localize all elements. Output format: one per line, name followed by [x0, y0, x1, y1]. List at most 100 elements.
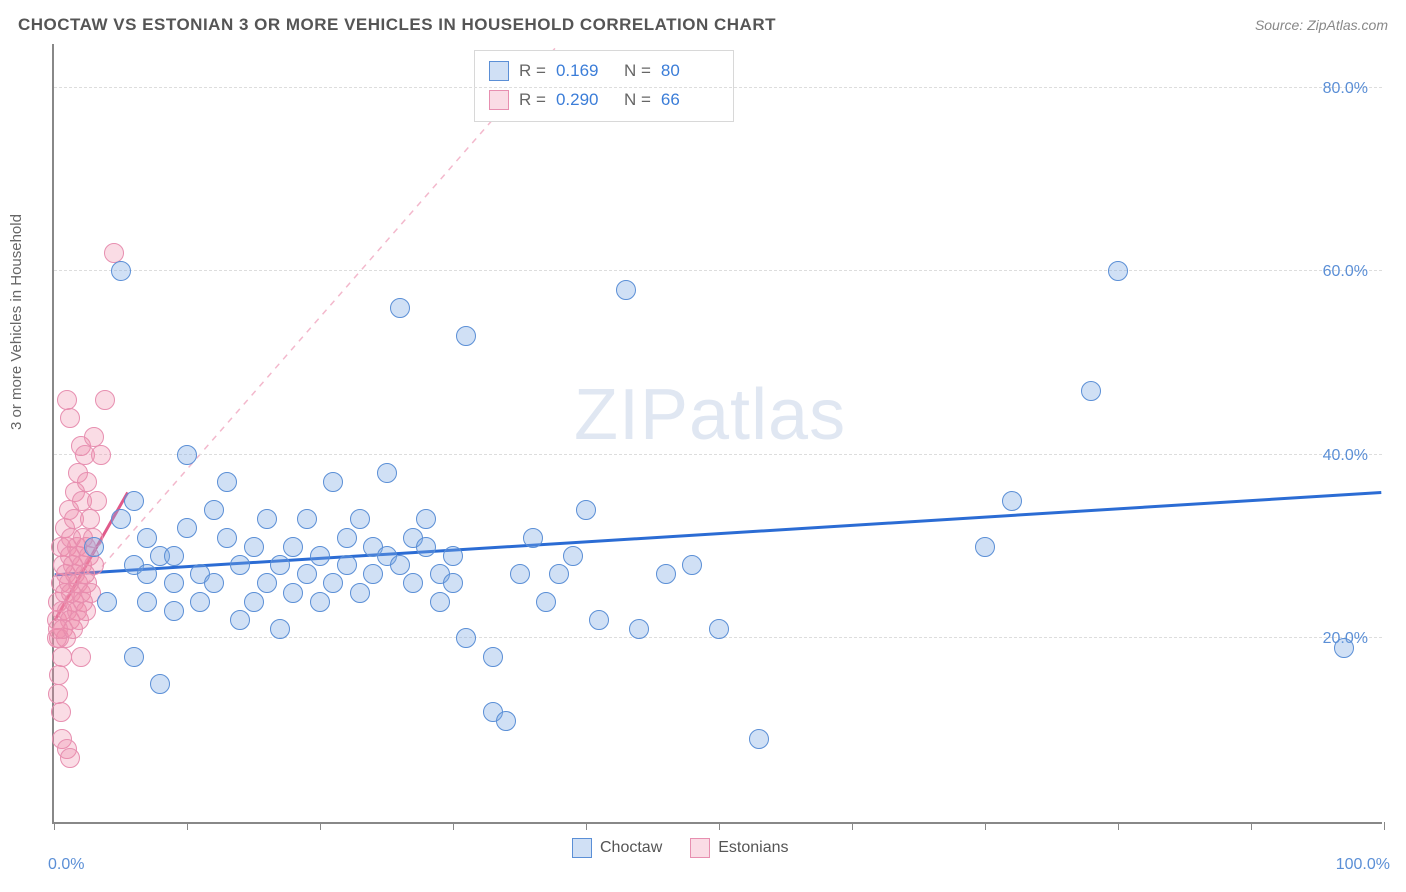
legend-stats-box: R = 0.169 N = 80 R = 0.290 N = 66	[474, 50, 734, 122]
x-tick	[719, 822, 720, 830]
data-point-choctaw	[270, 619, 290, 639]
legend-stats-row: R = 0.290 N = 66	[489, 86, 719, 115]
data-point-choctaw	[230, 555, 250, 575]
x-tick	[985, 822, 986, 830]
data-point-estonians	[48, 684, 68, 704]
data-point-choctaw	[1002, 491, 1022, 511]
data-point-estonians	[84, 427, 104, 447]
data-point-choctaw	[217, 528, 237, 548]
data-point-estonians	[51, 702, 71, 722]
data-point-choctaw	[430, 592, 450, 612]
legend-item-choctaw: Choctaw	[572, 838, 662, 858]
trend-lines	[54, 44, 1382, 822]
x-tick	[1384, 822, 1385, 830]
legend-item-estonians: Estonians	[690, 838, 788, 858]
data-point-choctaw	[310, 546, 330, 566]
data-point-choctaw	[323, 573, 343, 593]
data-point-choctaw	[403, 573, 423, 593]
data-point-choctaw	[297, 564, 317, 584]
data-point-estonians	[77, 472, 97, 492]
data-point-choctaw	[536, 592, 556, 612]
y-tick-label: 60.0%	[1323, 263, 1368, 281]
data-point-choctaw	[456, 326, 476, 346]
data-point-choctaw	[656, 564, 676, 584]
data-point-choctaw	[177, 518, 197, 538]
data-point-estonians	[52, 647, 72, 667]
data-point-estonians	[104, 243, 124, 263]
data-point-choctaw	[204, 500, 224, 520]
y-axis-label: 3 or more Vehicles in Household	[8, 214, 25, 430]
data-point-choctaw	[297, 509, 317, 529]
data-point-choctaw	[244, 592, 264, 612]
data-point-choctaw	[589, 610, 609, 630]
data-point-choctaw	[150, 674, 170, 694]
stat-n-label: N =	[624, 86, 651, 115]
data-point-estonians	[91, 445, 111, 465]
data-point-choctaw	[137, 564, 157, 584]
x-tick	[54, 822, 55, 830]
data-point-choctaw	[283, 583, 303, 603]
stat-r-label: R =	[519, 57, 546, 86]
x-tick	[586, 822, 587, 830]
data-point-choctaw	[629, 619, 649, 639]
data-point-choctaw	[363, 564, 383, 584]
data-point-choctaw	[390, 298, 410, 318]
data-point-choctaw	[1334, 638, 1354, 658]
data-point-estonians	[95, 390, 115, 410]
grid-line	[54, 454, 1382, 455]
data-point-estonians	[60, 408, 80, 428]
page-title: CHOCTAW VS ESTONIAN 3 OR MORE VEHICLES I…	[18, 15, 776, 35]
data-point-choctaw	[310, 592, 330, 612]
data-point-choctaw	[283, 537, 303, 557]
data-point-choctaw	[749, 729, 769, 749]
data-point-choctaw	[323, 472, 343, 492]
data-point-choctaw	[164, 546, 184, 566]
data-point-choctaw	[510, 564, 530, 584]
data-point-choctaw	[416, 537, 436, 557]
data-point-choctaw	[124, 491, 144, 511]
stat-n-label: N =	[624, 57, 651, 86]
data-point-choctaw	[350, 509, 370, 529]
legend-label: Choctaw	[600, 839, 662, 857]
data-point-estonians	[71, 647, 91, 667]
data-point-choctaw	[137, 528, 157, 548]
x-tick-min: 0.0%	[48, 856, 84, 874]
data-point-choctaw	[164, 601, 184, 621]
data-point-choctaw	[230, 610, 250, 630]
y-tick-label: 40.0%	[1323, 447, 1368, 465]
data-point-choctaw	[709, 619, 729, 639]
data-point-choctaw	[483, 647, 503, 667]
data-point-choctaw	[257, 509, 277, 529]
data-point-choctaw	[124, 647, 144, 667]
data-point-choctaw	[549, 564, 569, 584]
stat-n-value: 80	[661, 57, 719, 86]
stat-r-label: R =	[519, 86, 546, 115]
data-point-choctaw	[111, 261, 131, 281]
data-point-choctaw	[496, 711, 516, 731]
data-point-choctaw	[443, 546, 463, 566]
data-point-choctaw	[190, 592, 210, 612]
data-point-choctaw	[111, 509, 131, 529]
legend-stats-row: R = 0.169 N = 80	[489, 57, 719, 86]
x-tick	[852, 822, 853, 830]
stat-r-value: 0.290	[556, 86, 614, 115]
data-point-choctaw	[523, 528, 543, 548]
legend-bottom: Choctaw Estonians	[572, 838, 789, 858]
data-point-choctaw	[337, 555, 357, 575]
scatter-plot: ZIPatlas R = 0.169 N = 80 R = 0.290 N = …	[52, 44, 1382, 824]
data-point-choctaw	[217, 472, 237, 492]
data-point-estonians	[48, 619, 68, 639]
data-point-choctaw	[84, 537, 104, 557]
watermark: ZIPatlas	[574, 374, 846, 456]
data-point-choctaw	[682, 555, 702, 575]
x-tick	[187, 822, 188, 830]
grid-line	[54, 87, 1382, 88]
data-point-estonians	[87, 491, 107, 511]
legend-label: Estonians	[718, 839, 788, 857]
swatch-choctaw	[489, 61, 509, 81]
stat-n-value: 66	[661, 86, 719, 115]
data-point-estonians	[57, 390, 77, 410]
y-tick-label: 80.0%	[1323, 80, 1368, 98]
x-tick	[1118, 822, 1119, 830]
data-point-choctaw	[1081, 381, 1101, 401]
